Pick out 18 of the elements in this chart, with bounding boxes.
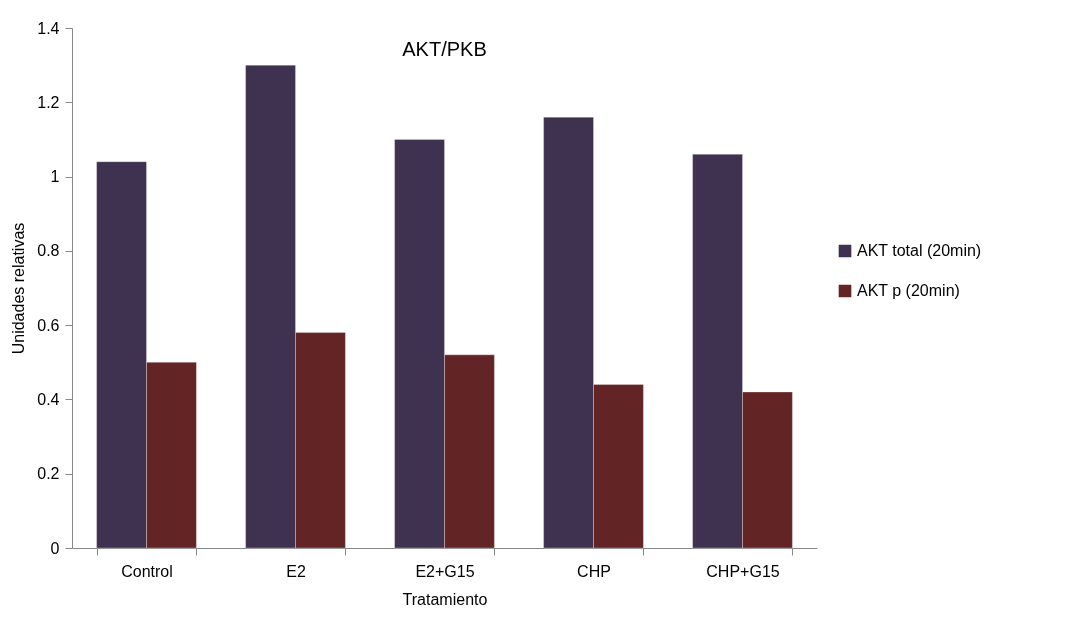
x-tick-label: Control [121, 562, 173, 580]
x-tick-label: CHP [577, 562, 611, 580]
y-tick-label: 1 [50, 168, 60, 186]
text: AKT/PKB [402, 38, 487, 60]
y-tick-label: 1.2 [37, 93, 60, 111]
x-tick-label: CHP+G15 [706, 562, 780, 580]
legend-label: AKT total (20min) [857, 242, 982, 259]
y-tick-label: 0.8 [37, 242, 60, 260]
y-axis-title: Unidades relativas [10, 222, 28, 355]
y-tick-label: 0.6 [37, 316, 60, 334]
y-tick-label: 0 [50, 539, 60, 557]
x-tick-label: E2 [286, 562, 306, 580]
x-tick-label: E2+G15 [415, 562, 475, 580]
y-tick-label: 0.2 [37, 465, 60, 483]
x-axis-title: Tratamiento [402, 590, 488, 608]
y-tick-label: 0.4 [37, 390, 60, 408]
y-tick-label: 1.4 [37, 19, 60, 37]
legend-label: AKT p (20min) [857, 282, 960, 299]
